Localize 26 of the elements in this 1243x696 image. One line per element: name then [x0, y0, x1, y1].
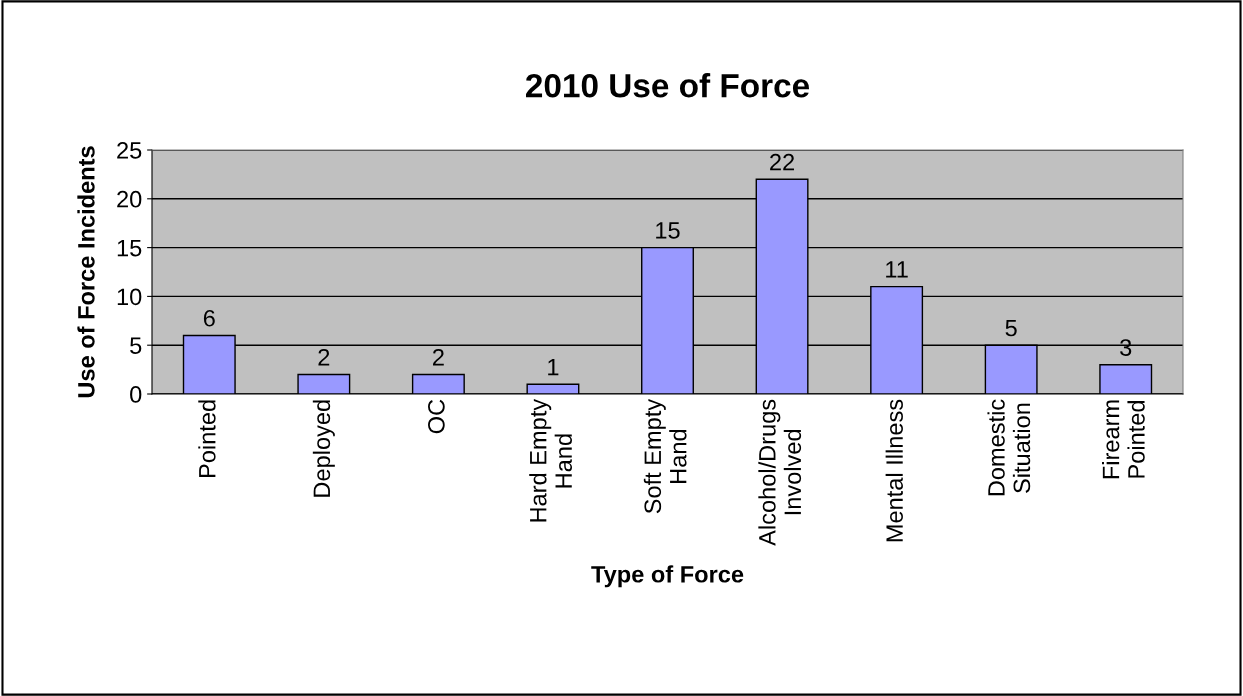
data-label: 11 — [886, 261, 908, 278]
y-tick-label: 5 — [130, 337, 142, 354]
y-tick-label: 10 — [117, 288, 142, 306]
x-tick-label: Soft Empty Hand — [643, 398, 687, 514]
chart-title: 2010 Use of Force — [526, 73, 810, 98]
x-tick-label: Deployed — [312, 400, 335, 497]
data-label: 6 — [203, 309, 215, 327]
y-tick-label: 20 — [117, 190, 142, 208]
y-tick-label: 15 — [117, 239, 142, 257]
x-tick-label: OC — [428, 399, 445, 434]
x-tick-label: Alcohol/Drugs Involved — [758, 399, 802, 546]
x-tick-label: Pointed — [198, 400, 216, 477]
x-axis-title: Type of Force — [591, 565, 744, 588]
x-tick-label: Domestic Situation — [987, 399, 1031, 496]
data-label: 2 — [433, 348, 444, 366]
y-tick-label: 0 — [130, 386, 142, 403]
x-tick-label: Mental Illness — [885, 399, 903, 542]
data-label: 2 — [318, 348, 330, 366]
y-tick-label: 25 — [117, 142, 142, 159]
data-label: 22 — [770, 153, 794, 171]
x-tick-label: Firearm Pointed — [1102, 400, 1145, 479]
x-tick-label: Hard Empty Hand — [529, 398, 572, 522]
y-axis-title: Use of Force Incidents — [77, 146, 95, 398]
data-label: 5 — [1005, 319, 1017, 337]
data-label: 1 — [548, 358, 559, 376]
data-label: 15 — [656, 222, 680, 239]
